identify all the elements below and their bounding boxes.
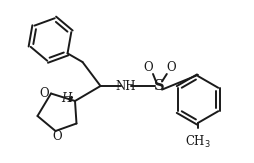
Text: O: O [166, 61, 175, 74]
Text: H: H [61, 91, 71, 104]
Text: O: O [52, 131, 61, 143]
Text: O: O [143, 61, 152, 74]
Text: CH$_3$: CH$_3$ [184, 134, 210, 150]
Text: NH: NH [115, 80, 136, 92]
Text: S: S [153, 79, 164, 93]
Text: O: O [39, 87, 49, 100]
